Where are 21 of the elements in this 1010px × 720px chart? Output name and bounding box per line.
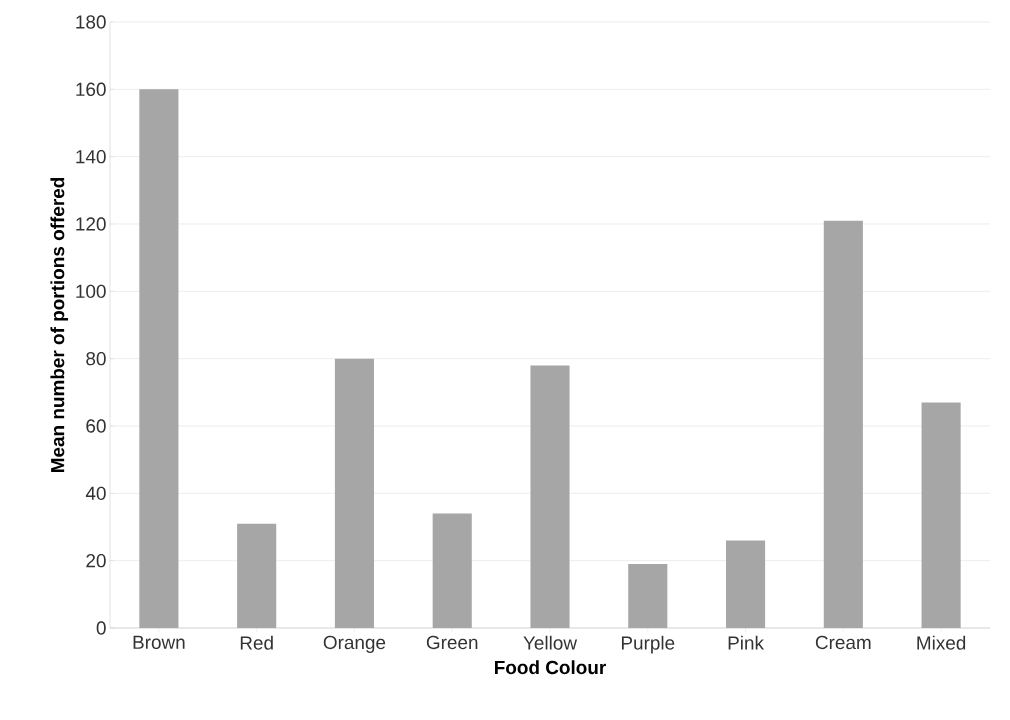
y-axis-title: Mean number of portions offered [50, 177, 69, 473]
y-tick-label: 180 [76, 15, 106, 29]
y-tick-label: 80 [86, 351, 106, 366]
x-tick-label: Mixed [917, 635, 966, 650]
x-tick-label: Purple [621, 635, 675, 654]
x-tick-label: Yellow [523, 635, 578, 650]
y-tick-label: 60 [86, 419, 106, 433]
x-axis-title: Food Colour [495, 660, 606, 675]
x-tick-label: Cream [815, 635, 871, 650]
y-tick-label: 140 [76, 149, 106, 164]
x-tick-label: Red [240, 635, 273, 650]
y-tick-label: 100 [76, 284, 106, 299]
x-tick-label: Orange [323, 635, 386, 653]
y-tick-label: 40 [85, 486, 106, 501]
y-tick-label: 160 [76, 82, 106, 97]
y-tick-label: 120 [76, 217, 106, 231]
x-tick-label: Green [426, 635, 478, 650]
y-tick-label: 20 [86, 553, 106, 568]
y-tick-label: 0 [96, 621, 106, 635]
x-tick-label: Brown [133, 635, 185, 649]
x-tick-label: Pink [728, 635, 764, 650]
